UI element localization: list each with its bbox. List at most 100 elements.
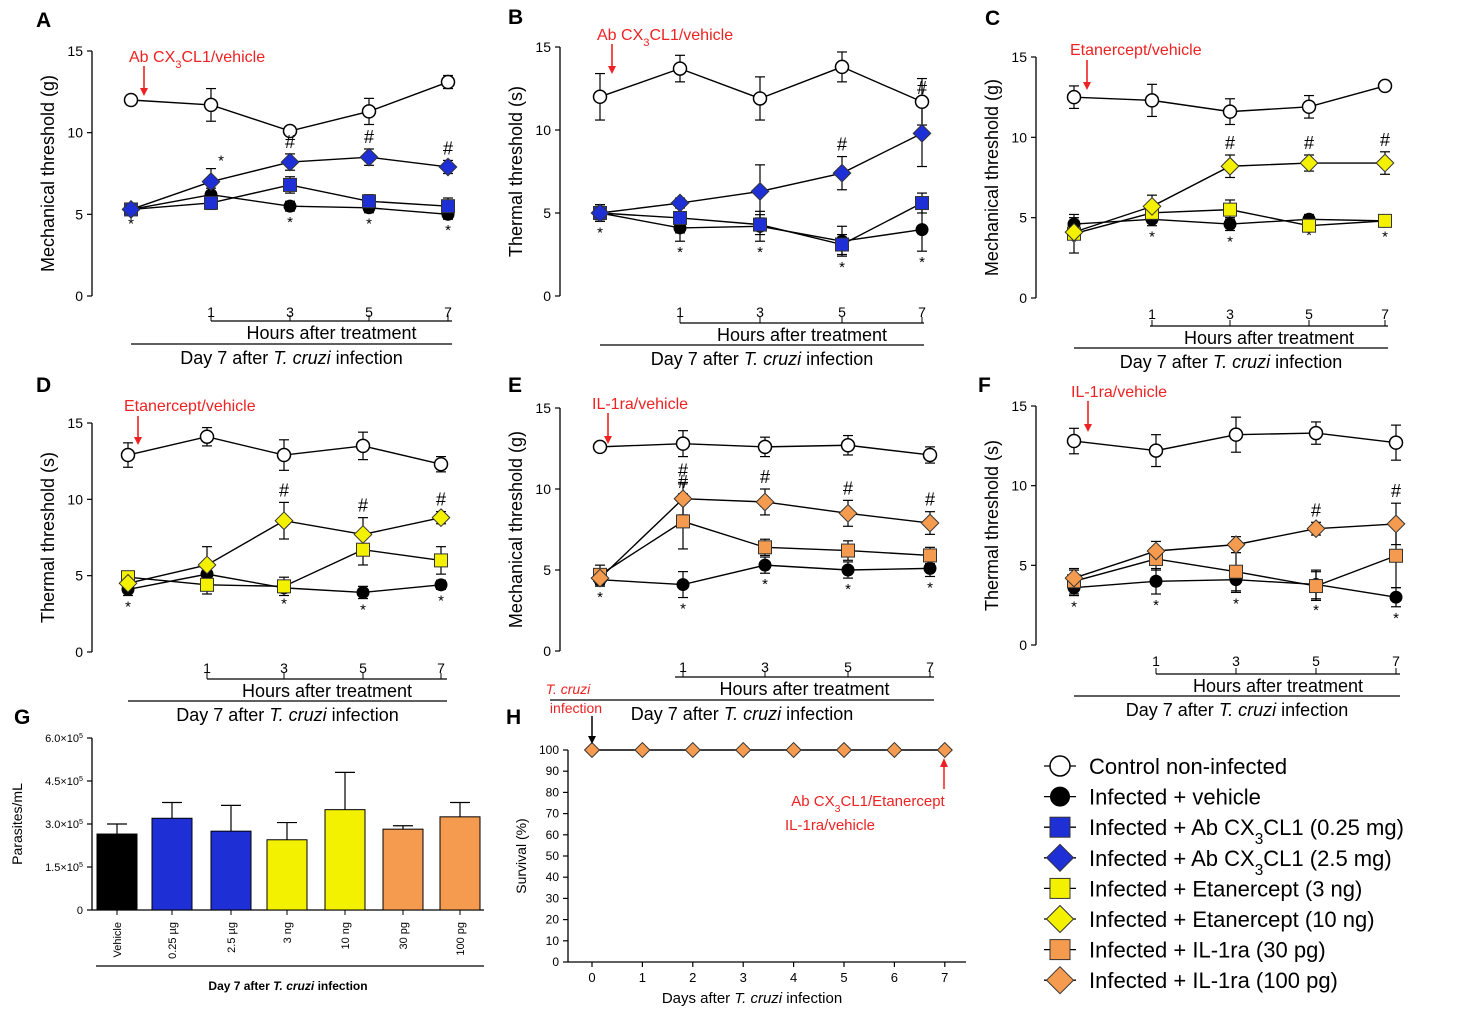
legend-label: Infected + Etanercept (10 ng) — [1089, 907, 1375, 932]
significance-star: * — [1393, 610, 1399, 627]
treatment-annotation: Etanercept/vehicle — [124, 398, 256, 415]
data-point — [1220, 156, 1240, 176]
significance-star: * — [762, 576, 768, 593]
y-tick-label: 3.0×105 — [45, 818, 83, 831]
y-tick-label: 15 — [535, 39, 551, 55]
legend-marker — [1045, 965, 1075, 995]
data-point — [201, 172, 221, 192]
data-point — [200, 577, 214, 592]
significance-star: * — [839, 259, 845, 276]
markers-vehicle: * * * * — [124, 188, 455, 239]
tick-exp: 5 — [79, 818, 83, 826]
x-label-pre: Day 7 after — [1120, 352, 1213, 372]
x-tick-label: 5 — [1305, 306, 1313, 322]
y-tick-label: 10 — [1011, 478, 1027, 494]
legend-label: Infected + IL-1ra (100 pg) — [1089, 968, 1338, 993]
data-point — [1306, 519, 1326, 539]
x-axis-label-day: Day 7 after T. cruzi infection — [631, 704, 853, 724]
x-tick-label: 30 pg — [398, 922, 410, 950]
panel-letter: E — [508, 374, 522, 397]
markers-control — [120, 429, 449, 472]
x-tick-label: 1 — [207, 304, 215, 320]
data-point — [441, 199, 455, 214]
data-point — [673, 210, 687, 225]
significance-star: * — [366, 216, 372, 233]
data-point — [1064, 222, 1084, 242]
data-point — [1222, 104, 1238, 119]
x-tick-label: 3 — [280, 660, 288, 676]
tick-exp: 5 — [79, 861, 83, 869]
data-point — [120, 447, 136, 463]
data-point — [758, 540, 772, 555]
y-tick-label: 10 — [67, 125, 83, 141]
x-tick-label: 0 — [588, 970, 595, 985]
y-axis-label: Mechanical threshold (g) — [982, 79, 1002, 276]
significance-star: * — [438, 592, 444, 609]
legend-item-etan_3: Infected + Etanercept (3 ng) — [1044, 876, 1362, 901]
data-point — [735, 741, 752, 759]
data-point — [923, 561, 937, 575]
data-point — [199, 429, 215, 444]
significance-star: * — [128, 216, 134, 233]
data-point — [1309, 579, 1323, 594]
data-point — [1389, 590, 1403, 604]
y-axis-label: Thermal threshold (s) — [982, 440, 1002, 611]
x-axis-label-day: Day 7 after T. cruzi infection — [651, 349, 873, 369]
panel-letter: H — [506, 706, 521, 729]
data-point — [676, 578, 690, 592]
significance-star: * — [1071, 599, 1077, 616]
x-label-post: infection — [781, 704, 853, 724]
x-tick-label: 5 — [365, 304, 373, 320]
x-axis-label-hours: Hours after treatment — [719, 679, 889, 699]
y-tick-label: 50 — [546, 849, 560, 863]
legend-text: Infected + IL-1ra (30 pg) — [1089, 938, 1326, 963]
data-point — [684, 741, 701, 759]
x-tick-label: 7 — [1392, 653, 1400, 669]
data-point — [1228, 427, 1244, 442]
data-point — [123, 92, 139, 108]
data-point — [838, 503, 858, 523]
tick-text: 3.0×10 — [45, 819, 79, 831]
significance-hash: # — [1311, 500, 1321, 520]
legend-marker — [1050, 786, 1070, 807]
x-tick-label: 3 — [1232, 653, 1240, 669]
x-tick-label: 4 — [790, 970, 797, 985]
data-point — [840, 438, 856, 453]
x-tick-label: 7 — [1381, 306, 1389, 322]
x-axis-label-day: Day 7 after T. cruzi infection — [180, 348, 402, 368]
treatment-arrow-head — [134, 437, 142, 445]
x-tick-label: 3 — [761, 659, 769, 675]
significance-hash: # — [678, 472, 688, 492]
data-point — [675, 436, 691, 451]
data-point — [752, 91, 768, 106]
markers-control — [1066, 425, 1404, 458]
significance-star: * — [757, 244, 763, 261]
x-tick-label: 2 — [689, 970, 696, 985]
treatment-annotation: IL-1ra/vehicle — [592, 396, 688, 413]
x-label-pre: Days after — [662, 990, 735, 1007]
x-tick-label: 1 — [676, 304, 684, 320]
x-label-post: infection — [782, 990, 842, 1007]
y-axis-label: Mechanical threshold (g) — [38, 75, 58, 272]
y-axis-label: Parasites/mL — [9, 783, 25, 865]
markers-vehicle: * * * * * — [1067, 573, 1403, 627]
data-point — [757, 439, 773, 455]
data-point — [914, 94, 930, 110]
treatment-annotation: Ab CX3CL1/vehicle — [129, 49, 265, 71]
markers-control — [1066, 78, 1393, 119]
x-label-post: infection — [327, 705, 399, 725]
legend-label: Control non-infected — [1089, 754, 1287, 779]
x-tick-label: 7 — [918, 304, 926, 320]
data-point — [1064, 568, 1084, 588]
x-label-post: infection — [1276, 700, 1348, 720]
y-tick-label: 20 — [546, 913, 560, 927]
treatment-arrow-head — [1083, 82, 1091, 90]
legend-text: Control non-infected — [1089, 754, 1287, 779]
annotation-text-post: CL1/vehicle — [181, 49, 265, 66]
legend-marker — [1049, 877, 1071, 899]
y-tick-label: 15 — [67, 43, 83, 59]
markers-ab_high: ## — [590, 78, 932, 223]
markers-etan_10: # # # — [1064, 130, 1395, 242]
legend-label: Infected + Etanercept (3 ng) — [1089, 876, 1362, 901]
data-point — [673, 489, 693, 509]
